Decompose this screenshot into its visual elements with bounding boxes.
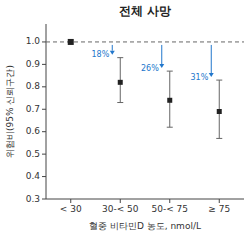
- y-tick-label: 0.5: [26, 149, 40, 159]
- y-tick: [42, 86, 46, 87]
- annotation: 26%: [141, 64, 159, 73]
- x-tick-label: < 30: [60, 204, 82, 214]
- error-bar: [216, 80, 222, 138]
- annotation: 18%: [91, 50, 109, 59]
- y-tick-label: 0.3: [26, 194, 40, 204]
- y-axis-line: [46, 24, 47, 199]
- plot-area: [46, 39, 244, 138]
- y-tick: [42, 131, 46, 132]
- y-tick-label: 0.9: [26, 59, 41, 69]
- y-tick: [42, 154, 46, 155]
- title: 전체 사망: [119, 4, 171, 18]
- chart: 0.3 0.4 0.5 0.6 0.7 0.8 0.9 1.0 < 30 30-< 50 50-< …: [0, 0, 252, 235]
- y-tick: [42, 109, 46, 110]
- x-axis-label: 혈중 비타민D 농도, nmol/L: [89, 221, 201, 231]
- arrow: [211, 45, 212, 73]
- arrow: [112, 45, 113, 51]
- arrow-head: [159, 64, 164, 68]
- y-tick: [42, 199, 46, 200]
- error-bar-cap: [216, 80, 222, 81]
- arrow-head: [110, 51, 115, 55]
- point: [217, 109, 222, 114]
- x-tick: [70, 199, 71, 203]
- x-tick: [120, 199, 121, 203]
- x-tick-label: ≥ 75: [208, 204, 230, 214]
- y-tick: [42, 176, 46, 177]
- y-tick: [42, 64, 46, 65]
- x-tick: [219, 199, 220, 203]
- error-bar-cap: [167, 71, 173, 72]
- x-tick: [169, 199, 170, 203]
- x-tick-label: 30-< 50: [102, 204, 139, 214]
- annotation: 31%: [190, 73, 208, 82]
- arrow: [161, 45, 162, 64]
- y-tick-label: 0.8: [26, 81, 41, 91]
- point: [68, 39, 74, 45]
- y-tick-label: 0.6: [26, 126, 41, 136]
- error-bar-cap: [117, 57, 123, 58]
- y-tick-label: 0.4: [26, 171, 41, 181]
- y-tick: [42, 41, 46, 42]
- y-tick-label: 1.0: [26, 36, 41, 46]
- error-bar-cap: [117, 102, 123, 103]
- arrow-head: [209, 73, 214, 77]
- error-bar-cap: [167, 127, 173, 128]
- point: [167, 98, 172, 103]
- error-bar-cap: [216, 138, 222, 139]
- y-axis-label: 위험비(95% 신뢰구간): [5, 65, 15, 158]
- error-bar: [167, 71, 173, 127]
- error-bar: [117, 58, 123, 103]
- y-tick-label: 0.7: [26, 104, 40, 114]
- point: [118, 80, 123, 85]
- x-axis-line: [46, 199, 244, 200]
- reference-line: [46, 41, 244, 42]
- chart-container: 0.3 0.4 0.5 0.6 0.7 0.8 0.9 1.0 < 30 30-< 50 50-< …: [0, 0, 252, 235]
- x-tick-label: 50-< 75: [151, 204, 188, 214]
